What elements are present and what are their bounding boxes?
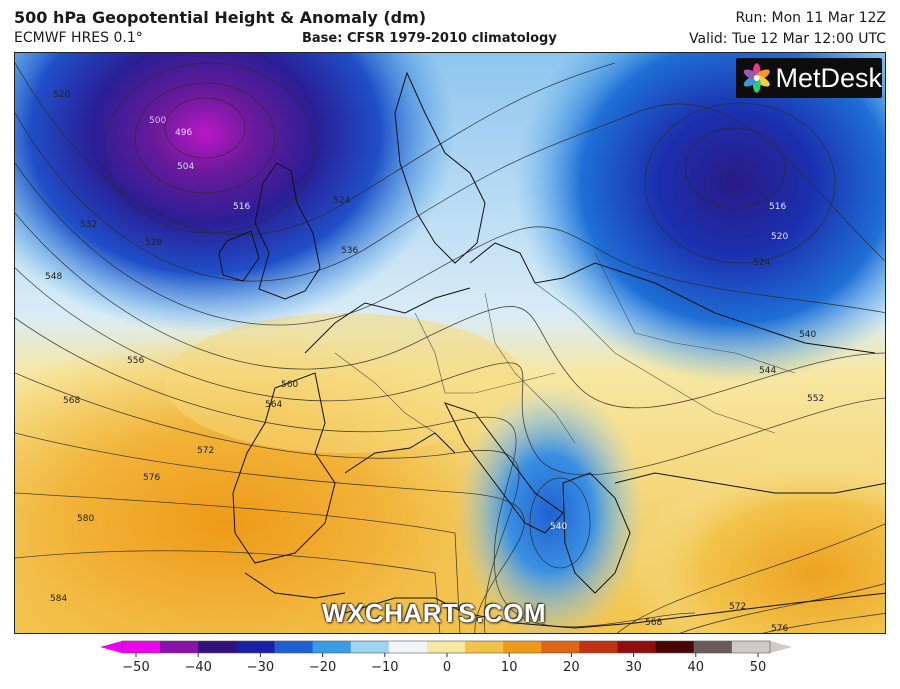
- colorbar-tick-label: 30: [625, 660, 642, 675]
- contour-label: 564: [265, 400, 282, 410]
- colorbar-swatch: [465, 641, 504, 653]
- low-anomaly-northwest: [15, 53, 455, 333]
- colorbar-border: [121, 640, 771, 654]
- valid-time-label: Valid: Tue 12 Mar 12:00 UTC: [689, 31, 886, 47]
- colorbar-swatch: [160, 641, 199, 653]
- colorbar-swatch: [312, 641, 352, 653]
- contour-label: 536: [341, 246, 358, 256]
- metdesk-logo-text: MetDesk: [775, 62, 882, 93]
- colorbar-swatches: [122, 641, 771, 653]
- climatology-base-label: Base: CFSR 1979-2010 climatology: [302, 31, 557, 46]
- contour-label: 544: [759, 366, 776, 376]
- contour-label: 556: [127, 356, 144, 366]
- contour-label: 576: [143, 473, 160, 483]
- country-borders: [334, 252, 796, 444]
- colorbar-swatch: [579, 641, 619, 653]
- colorbar-swatch: [388, 641, 428, 653]
- colorbar-tick-label: 0: [443, 660, 451, 675]
- contour-label: 540: [550, 522, 567, 532]
- low-anomaly-northeast: [515, 53, 885, 383]
- colorbar-swatch: [198, 641, 237, 653]
- contour-label: 532: [80, 220, 97, 230]
- colorbar-tick-label: 50: [750, 660, 767, 675]
- contour-label: 516: [769, 202, 786, 212]
- contour-label: 584: [50, 594, 67, 604]
- colorbar-swatch: [426, 641, 466, 653]
- colorbar-tick-label: 10: [501, 660, 518, 675]
- colorbar-min-arrow: [100, 641, 122, 653]
- contour-label: 520: [53, 90, 70, 100]
- height-contours: [15, 62, 885, 633]
- contour-label: 552: [807, 394, 824, 404]
- colorbar-swatch: [503, 641, 542, 653]
- metdesk-flower-icon: [743, 63, 770, 93]
- contour-label: 580: [77, 514, 94, 524]
- metdesk-logo: MetDesk: [736, 58, 882, 98]
- contour-label: 524: [333, 196, 350, 206]
- model-label: ECMWF HRES 0.1°: [14, 30, 143, 46]
- contour-label: 504: [177, 162, 194, 172]
- colorbar-tick-label: −30: [247, 660, 274, 675]
- colorbar-max-arrow: [770, 641, 792, 653]
- chart-title: 500 hPa Geopotential Height & Anomaly (d…: [14, 8, 427, 27]
- warm-band-france: [165, 313, 525, 453]
- colorbar-swatch: [236, 641, 276, 653]
- colorbar-tick-label: −40: [184, 660, 211, 675]
- contour-label: 496: [175, 128, 192, 138]
- colorbar-swatch: [693, 641, 733, 653]
- wxcharts-watermark: WXCHARTS.COM: [322, 598, 547, 628]
- contour-label: 576: [771, 624, 788, 634]
- colorbar-tick-label: 40: [688, 660, 705, 675]
- contour-label: 572: [729, 602, 746, 612]
- contour-label: 528: [145, 238, 162, 248]
- contour-label: 516: [233, 202, 250, 212]
- map-panel[interactable]: 520 532 528 548 556 568 572 576 580 584 …: [14, 52, 886, 634]
- contour-label: 568: [645, 618, 662, 628]
- colorbar-tick-label: −20: [309, 660, 336, 675]
- anomaly-map: 520 532 528 548 556 568 572 576 580 584 …: [15, 53, 885, 634]
- colorbar-swatch: [617, 641, 657, 653]
- anomaly-colorbar: −50 −40 −30 −20 −10 0 10 20 30 40 50: [100, 640, 792, 675]
- contour-label: 560: [281, 380, 298, 390]
- contour-label: 572: [197, 446, 214, 456]
- contour-label: 500: [149, 116, 166, 126]
- contour-label: 548: [45, 272, 62, 282]
- warm-anomaly-southeast: [625, 453, 885, 633]
- colorbar-tick-label: −50: [122, 660, 149, 675]
- colorbar-tick-label: 20: [563, 660, 580, 675]
- colorbar-swatch: [541, 641, 581, 653]
- colorbar-swatch: [350, 641, 390, 653]
- contour-label: 568: [63, 396, 80, 406]
- colorbar-swatch: [655, 641, 695, 653]
- low-anomaly-balkans: [455, 383, 645, 633]
- colorbar-swatch: [731, 641, 771, 653]
- colorbar-swatch: [122, 641, 161, 653]
- colorbar-tick-labels: −50 −40 −30 −20 −10 0 10 20 30 40 50: [122, 653, 766, 675]
- colorbar-swatch: [274, 641, 314, 653]
- contour-label: 524: [753, 258, 770, 268]
- coastlines: [218, 71, 885, 629]
- run-time-label: Run: Mon 11 Mar 12Z: [735, 10, 886, 26]
- colorbar-tick-label: −10: [371, 660, 398, 675]
- contour-label: 520: [771, 232, 788, 242]
- contour-label: 540: [799, 330, 816, 340]
